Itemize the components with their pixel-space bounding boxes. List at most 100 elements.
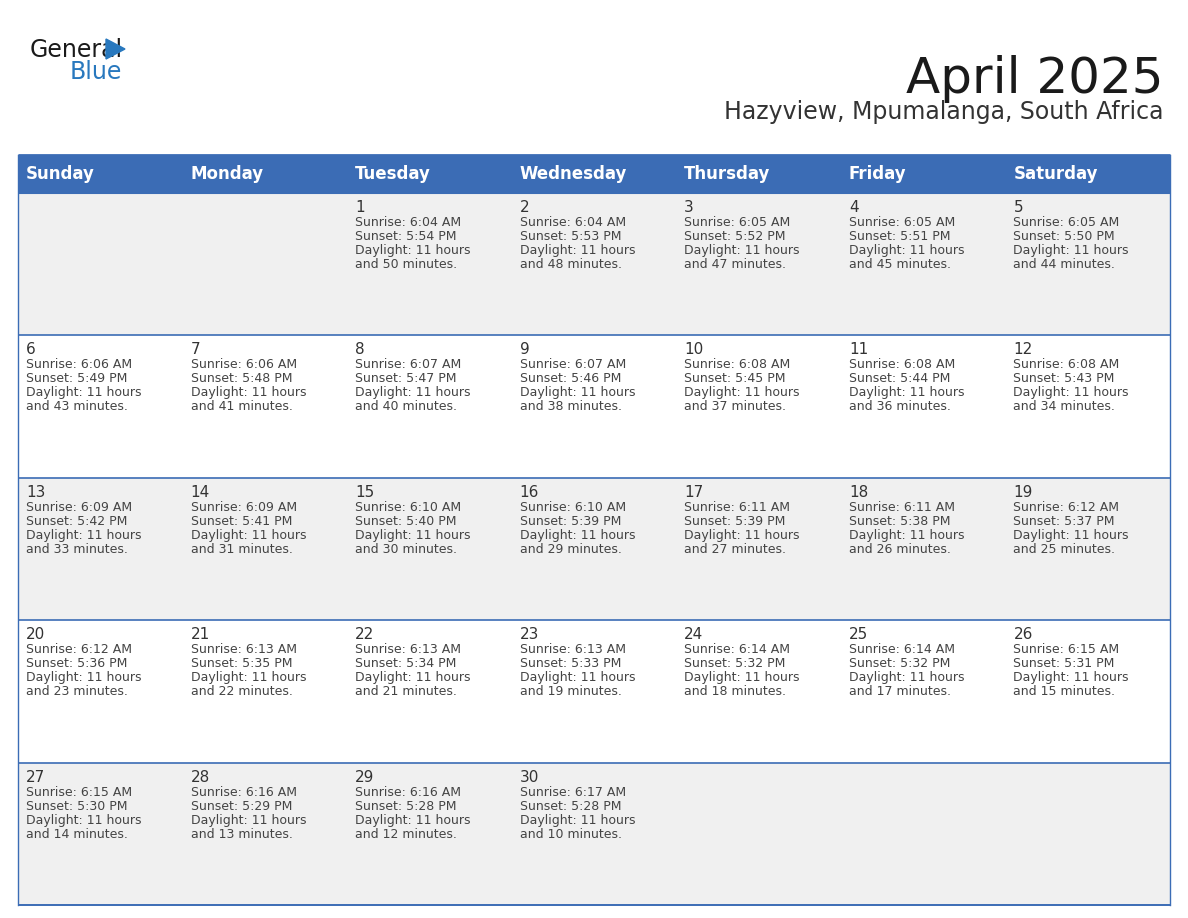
Text: Sunrise: 6:17 AM: Sunrise: 6:17 AM bbox=[519, 786, 626, 799]
Text: Sunset: 5:32 PM: Sunset: 5:32 PM bbox=[684, 657, 785, 670]
Text: Sunrise: 6:13 AM: Sunrise: 6:13 AM bbox=[519, 644, 626, 656]
Text: 28: 28 bbox=[190, 769, 210, 785]
Text: Sunrise: 6:05 AM: Sunrise: 6:05 AM bbox=[849, 216, 955, 229]
Text: Daylight: 11 hours: Daylight: 11 hours bbox=[684, 386, 800, 399]
Text: 4: 4 bbox=[849, 200, 859, 215]
Text: Daylight: 11 hours: Daylight: 11 hours bbox=[519, 529, 636, 542]
Text: Sunrise: 6:11 AM: Sunrise: 6:11 AM bbox=[684, 501, 790, 514]
Text: Sunrise: 6:06 AM: Sunrise: 6:06 AM bbox=[190, 358, 297, 372]
Text: Daylight: 11 hours: Daylight: 11 hours bbox=[355, 671, 470, 684]
Text: and 17 minutes.: and 17 minutes. bbox=[849, 685, 950, 699]
Text: Daylight: 11 hours: Daylight: 11 hours bbox=[519, 813, 636, 826]
Text: 18: 18 bbox=[849, 485, 868, 499]
Text: Daylight: 11 hours: Daylight: 11 hours bbox=[519, 244, 636, 257]
Text: Sunset: 5:30 PM: Sunset: 5:30 PM bbox=[26, 800, 127, 812]
Text: and 50 minutes.: and 50 minutes. bbox=[355, 258, 457, 271]
Bar bbox=[347, 193, 512, 335]
Bar bbox=[1005, 193, 1170, 335]
Text: 15: 15 bbox=[355, 485, 374, 499]
Bar bbox=[18, 763, 183, 905]
Bar bbox=[841, 763, 1005, 905]
Text: Sunrise: 6:04 AM: Sunrise: 6:04 AM bbox=[355, 216, 461, 229]
Text: Daylight: 11 hours: Daylight: 11 hours bbox=[1013, 386, 1129, 399]
Text: Monday: Monday bbox=[190, 165, 264, 183]
Text: Sunset: 5:51 PM: Sunset: 5:51 PM bbox=[849, 230, 950, 243]
Text: Daylight: 11 hours: Daylight: 11 hours bbox=[190, 813, 307, 826]
Bar bbox=[183, 155, 347, 193]
Text: and 27 minutes.: and 27 minutes. bbox=[684, 543, 786, 555]
Text: and 13 minutes.: and 13 minutes. bbox=[190, 828, 292, 841]
Text: Daylight: 11 hours: Daylight: 11 hours bbox=[849, 529, 965, 542]
Text: Saturday: Saturday bbox=[1013, 165, 1098, 183]
Text: Sunrise: 6:13 AM: Sunrise: 6:13 AM bbox=[190, 644, 297, 656]
Text: 23: 23 bbox=[519, 627, 539, 643]
Bar bbox=[841, 155, 1005, 193]
Text: Sunrise: 6:04 AM: Sunrise: 6:04 AM bbox=[519, 216, 626, 229]
Text: and 29 minutes.: and 29 minutes. bbox=[519, 543, 621, 555]
Text: Sunrise: 6:08 AM: Sunrise: 6:08 AM bbox=[1013, 358, 1119, 372]
Text: Sunrise: 6:16 AM: Sunrise: 6:16 AM bbox=[355, 786, 461, 799]
Bar bbox=[841, 621, 1005, 763]
Text: Sunrise: 6:14 AM: Sunrise: 6:14 AM bbox=[849, 644, 955, 656]
Bar bbox=[18, 155, 183, 193]
Text: 11: 11 bbox=[849, 342, 868, 357]
Text: Daylight: 11 hours: Daylight: 11 hours bbox=[684, 529, 800, 542]
Text: Daylight: 11 hours: Daylight: 11 hours bbox=[355, 386, 470, 399]
Text: and 33 minutes.: and 33 minutes. bbox=[26, 543, 128, 555]
Text: Daylight: 11 hours: Daylight: 11 hours bbox=[519, 386, 636, 399]
Bar bbox=[347, 155, 512, 193]
Text: Daylight: 11 hours: Daylight: 11 hours bbox=[190, 386, 307, 399]
Text: 30: 30 bbox=[519, 769, 539, 785]
Text: Sunset: 5:28 PM: Sunset: 5:28 PM bbox=[355, 800, 456, 812]
Text: and 48 minutes.: and 48 minutes. bbox=[519, 258, 621, 271]
Text: Sunset: 5:35 PM: Sunset: 5:35 PM bbox=[190, 657, 292, 670]
Text: 10: 10 bbox=[684, 342, 703, 357]
Text: Sunrise: 6:12 AM: Sunrise: 6:12 AM bbox=[1013, 501, 1119, 514]
Text: Daylight: 11 hours: Daylight: 11 hours bbox=[849, 671, 965, 684]
Text: and 31 minutes.: and 31 minutes. bbox=[190, 543, 292, 555]
Text: Sunrise: 6:08 AM: Sunrise: 6:08 AM bbox=[684, 358, 790, 372]
Text: Sunrise: 6:07 AM: Sunrise: 6:07 AM bbox=[519, 358, 626, 372]
Bar bbox=[841, 335, 1005, 477]
Text: and 37 minutes.: and 37 minutes. bbox=[684, 400, 786, 413]
Text: 6: 6 bbox=[26, 342, 36, 357]
Text: Hazyview, Mpumalanga, South Africa: Hazyview, Mpumalanga, South Africa bbox=[723, 100, 1163, 124]
Bar bbox=[676, 335, 841, 477]
Text: Sunset: 5:29 PM: Sunset: 5:29 PM bbox=[190, 800, 292, 812]
Text: Daylight: 11 hours: Daylight: 11 hours bbox=[26, 671, 141, 684]
Bar bbox=[1005, 621, 1170, 763]
Text: Sunrise: 6:07 AM: Sunrise: 6:07 AM bbox=[355, 358, 461, 372]
Text: 29: 29 bbox=[355, 769, 374, 785]
Text: 21: 21 bbox=[190, 627, 210, 643]
Text: 27: 27 bbox=[26, 769, 45, 785]
Text: Daylight: 11 hours: Daylight: 11 hours bbox=[26, 386, 141, 399]
Text: Sunset: 5:48 PM: Sunset: 5:48 PM bbox=[190, 373, 292, 386]
Bar bbox=[512, 763, 676, 905]
Text: Sunset: 5:45 PM: Sunset: 5:45 PM bbox=[684, 373, 785, 386]
Polygon shape bbox=[106, 39, 125, 59]
Text: 2: 2 bbox=[519, 200, 530, 215]
Text: April 2025: April 2025 bbox=[905, 55, 1163, 103]
Text: Sunrise: 6:15 AM: Sunrise: 6:15 AM bbox=[26, 786, 132, 799]
Bar bbox=[841, 477, 1005, 621]
Bar bbox=[512, 477, 676, 621]
Bar bbox=[347, 335, 512, 477]
Text: Sunset: 5:54 PM: Sunset: 5:54 PM bbox=[355, 230, 456, 243]
Bar bbox=[512, 155, 676, 193]
Bar bbox=[512, 621, 676, 763]
Bar bbox=[347, 621, 512, 763]
Text: Wednesday: Wednesday bbox=[519, 165, 627, 183]
Text: and 43 minutes.: and 43 minutes. bbox=[26, 400, 128, 413]
Text: Sunset: 5:46 PM: Sunset: 5:46 PM bbox=[519, 373, 621, 386]
Bar bbox=[18, 621, 183, 763]
Bar bbox=[1005, 477, 1170, 621]
Text: Daylight: 11 hours: Daylight: 11 hours bbox=[684, 244, 800, 257]
Text: Sunset: 5:40 PM: Sunset: 5:40 PM bbox=[355, 515, 456, 528]
Text: Sunrise: 6:05 AM: Sunrise: 6:05 AM bbox=[1013, 216, 1119, 229]
Text: Daylight: 11 hours: Daylight: 11 hours bbox=[1013, 671, 1129, 684]
Bar bbox=[183, 763, 347, 905]
Bar bbox=[1005, 763, 1170, 905]
Text: Daylight: 11 hours: Daylight: 11 hours bbox=[1013, 244, 1129, 257]
Text: Sunset: 5:37 PM: Sunset: 5:37 PM bbox=[1013, 515, 1114, 528]
Text: Sunset: 5:32 PM: Sunset: 5:32 PM bbox=[849, 657, 950, 670]
